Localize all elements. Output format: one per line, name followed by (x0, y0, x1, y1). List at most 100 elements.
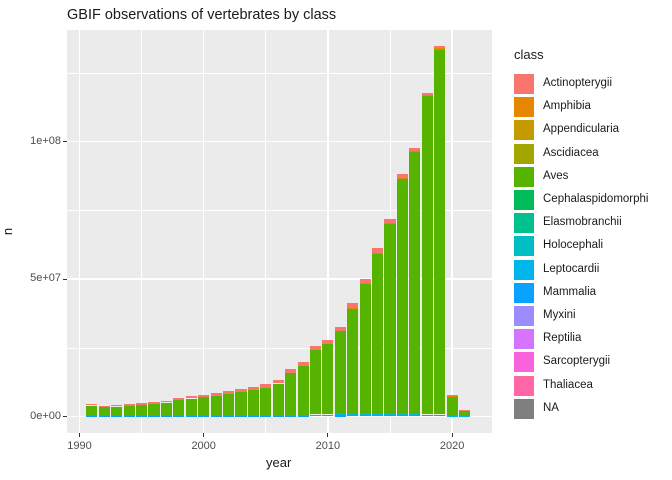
legend-item-reptilia: Reptilia (513, 328, 671, 351)
bar-segment-aves (396, 178, 408, 414)
bar-segment-mammalia (396, 414, 408, 417)
legend-label: Actinopterygii (543, 77, 613, 89)
bar-segment-actinopterygii (198, 394, 210, 398)
bar-segment-actinopterygii (434, 46, 446, 49)
bar-segment-aves (347, 308, 359, 414)
legend-label: Cephalaspidomorphi (543, 193, 649, 205)
y-tick-mark (63, 278, 67, 280)
bar-segment-aves (123, 405, 135, 417)
bar-segment-aves (148, 404, 160, 417)
bar-segment-aves (297, 365, 309, 416)
bar-segment-actinopterygii (173, 398, 185, 401)
bar-segment-amphibia (434, 48, 446, 50)
bar-segment-aves (235, 392, 247, 416)
x-tick-label: 2020 (439, 440, 465, 452)
bar-segment-leptocardii (334, 414, 346, 415)
bar-segment-mammalia (384, 414, 396, 417)
legend-item-ascidiacea: Ascidiacea (513, 143, 671, 166)
bar-segment-leptocardii (309, 414, 322, 416)
legend-label: Amphibia (543, 100, 591, 113)
bar-segment-aves (372, 253, 384, 414)
x-minor-gridline (265, 30, 267, 433)
legend-swatch (514, 166, 534, 187)
bar-segment-actinopterygii (409, 147, 421, 151)
x-tick-mark (327, 433, 329, 437)
legend-item-holocephali: Holocephali (513, 235, 671, 258)
legend-item-myxini: Myxini (513, 305, 671, 328)
y-minor-gridline (67, 72, 492, 74)
bar-segment-actinopterygii (359, 279, 371, 284)
x-major-gridline (327, 30, 329, 433)
bar-segment-mammalia (272, 415, 284, 417)
bar-segment-mammalia (322, 415, 334, 417)
legend-item-cephalaspidomorphi: Cephalaspidomorphi (513, 189, 671, 212)
bar-segment-actinopterygii (111, 404, 123, 407)
legend-item-aves: Aves (513, 166, 671, 189)
bar-segment-amphibia (384, 222, 396, 224)
bar-segment-aves (285, 373, 297, 416)
legend-title: class (514, 47, 544, 62)
bar-segment-mammalia (285, 415, 297, 417)
bar-segment-leptocardii (421, 413, 433, 415)
bar-segment-actinopterygii (136, 403, 148, 405)
bar-segment-mammalia (347, 414, 359, 417)
bar-segment-aves (222, 393, 235, 416)
x-axis-title: year (266, 455, 292, 470)
legend-label: Reptilia (543, 332, 582, 345)
bar-segment-aves (384, 223, 396, 414)
legend-swatch (514, 190, 534, 210)
bar-segment-aves (136, 404, 148, 417)
x-tick-mark (451, 433, 453, 437)
bar-segment-actinopterygii (396, 174, 408, 178)
bar-segment-actinopterygii (235, 389, 247, 392)
y-major-gridline (67, 415, 492, 418)
bar-segment-aves (446, 396, 458, 416)
bar-segment-actinopterygii (285, 368, 297, 373)
bar-segment-actinopterygii (260, 384, 272, 388)
legend-label: NA (543, 401, 559, 414)
bar-segment-amphibia (372, 252, 384, 254)
bar-segment-actinopterygii (384, 219, 396, 223)
y-major-gridline (67, 140, 492, 143)
bar-segment-mammalia (372, 414, 384, 417)
bar-segment-mammalia (334, 415, 346, 417)
legend-swatch (514, 97, 534, 118)
bar-segment-actinopterygii (247, 386, 259, 390)
bar-segment-actinopterygii (210, 393, 222, 396)
bar-segment-actinopterygii (86, 403, 98, 406)
y-tick-label: 5e+07 (30, 272, 61, 284)
bar-segment-amphibia (396, 177, 408, 179)
legend-item-na: NA (513, 398, 671, 421)
bar-segment-mammalia (297, 415, 309, 417)
legend-item-elasmobranchii: Elasmobranchii (513, 212, 671, 235)
bar-segment-leptocardii (384, 413, 396, 415)
bar-segment-amphibia (359, 283, 371, 285)
legend-swatch (514, 236, 534, 257)
y-tick-label: 1e+08 (30, 134, 61, 147)
legend-item-mammalia: Mammalia (513, 282, 671, 305)
bar-segment-aves (309, 350, 322, 415)
bar-segment-actinopterygii (322, 340, 334, 345)
bar-segment-actinopterygii (160, 400, 172, 403)
bar-segment-actinopterygii (272, 379, 284, 384)
legend-swatch (514, 375, 534, 396)
bar-segment-actinopterygii (148, 402, 160, 405)
bar-segment-mammalia (260, 415, 272, 417)
bar-segment-aves (421, 96, 433, 414)
bar-segment-actinopterygii (347, 303, 359, 308)
bar-segment-aves (111, 406, 123, 417)
legend-label: Thaliacea (543, 378, 593, 391)
bar-segment-amphibia (421, 95, 433, 97)
legend-swatch (514, 74, 534, 94)
legend-item-leptocardii: Leptocardii (513, 259, 671, 282)
bar-segment-aves (247, 389, 259, 416)
x-minor-gridline (141, 30, 142, 433)
legend-item-actinopterygii: Actinopterygii (513, 73, 671, 96)
bar-segment-mammalia (359, 414, 371, 417)
legend-label: Aves (543, 169, 569, 182)
x-tick-label: 2000 (191, 440, 216, 452)
plot-panel (67, 30, 492, 433)
bar-segment-actinopterygii (222, 391, 235, 394)
bar-segment-actinopterygii (309, 346, 322, 351)
bar-segment-actinopterygii (297, 362, 309, 366)
